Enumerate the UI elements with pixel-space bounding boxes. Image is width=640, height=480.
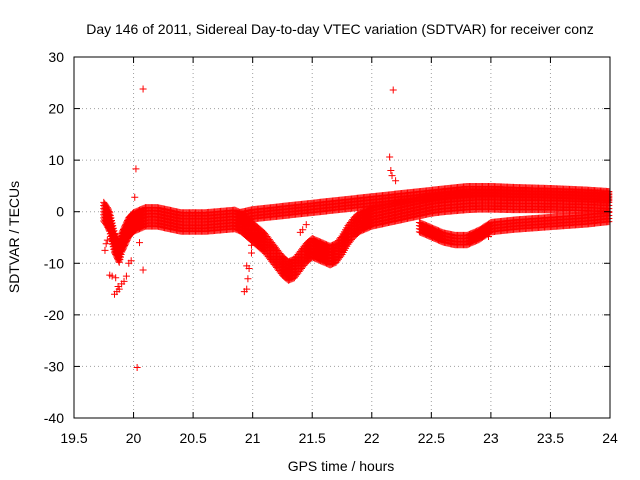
band-point — [105, 207, 113, 215]
data-points — [100, 85, 613, 371]
